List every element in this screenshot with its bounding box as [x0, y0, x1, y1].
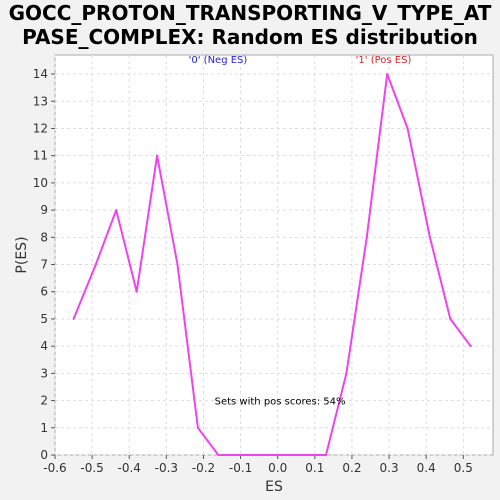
data-point	[237, 454, 240, 456]
data-point	[278, 454, 281, 456]
chart-title-line-1: GOCC_PROTON_TRANSPORTING_V_TYPE_AT	[9, 1, 492, 25]
data-point	[365, 236, 368, 239]
y-tick-label: 8	[40, 230, 48, 244]
y-tick-label: 11	[33, 149, 48, 163]
y-tick-label: 13	[33, 94, 48, 108]
plot-area	[54, 54, 494, 456]
y-tick-label: 5	[40, 312, 48, 326]
data-point	[258, 454, 261, 456]
data-point	[72, 317, 75, 320]
data-point	[298, 454, 301, 456]
annotation-pos: '1' (Pos ES)	[356, 55, 412, 66]
data-point	[176, 263, 179, 266]
y-tick-label: 2	[40, 394, 48, 408]
data-point	[428, 236, 431, 239]
data-point	[345, 372, 348, 375]
x-tick-label: 0.2	[342, 461, 361, 475]
data-point	[386, 73, 389, 76]
x-tick-label: 0.3	[380, 461, 399, 475]
data-point	[115, 209, 118, 212]
y-tick-label: 1	[40, 421, 48, 435]
data-point	[156, 154, 159, 157]
x-tick-label: -0.2	[192, 461, 215, 475]
series-layer	[72, 73, 472, 456]
grid	[54, 55, 493, 456]
annotations: '0' (Neg ES) '1' (Pos ES) Sets with pos sc…	[189, 55, 412, 407]
y-tick-label: 4	[40, 339, 48, 353]
annotation-pos-scores: Sets with pos scores: 54%	[215, 397, 346, 408]
data-point	[449, 317, 452, 320]
data-point	[324, 454, 327, 456]
x-tick-label: -0.3	[155, 461, 178, 475]
x-axis-label: ES	[265, 479, 283, 495]
x-tick-label: -0.4	[118, 461, 141, 475]
x-tick-label: 0.4	[417, 461, 436, 475]
data-point	[135, 290, 138, 293]
x-tick-label: 0.5	[454, 461, 473, 475]
data-point	[217, 454, 220, 456]
data-point	[94, 263, 97, 266]
x-tick-label: 0.1	[305, 461, 324, 475]
x-tick-label: -0.6	[43, 461, 66, 475]
y-axis-label: P(ES)	[14, 236, 30, 273]
chart-title-line-2: PASE_COMPLEX: Random ES distribution	[22, 25, 478, 49]
x-tick-label: 0.0	[268, 461, 287, 475]
y-tick-label: 14	[33, 67, 48, 81]
data-point	[469, 345, 472, 348]
data-point	[196, 426, 199, 429]
y-tick-label: 10	[33, 176, 48, 190]
y-tick-label: 0	[40, 448, 48, 462]
series-line	[72, 73, 472, 456]
y-tick-label: 3	[40, 366, 48, 380]
y-tick-label: 9	[40, 203, 48, 217]
x-tick-label: -0.1	[229, 461, 252, 475]
x-tick-label: -0.5	[80, 461, 103, 475]
y-tick-label: 12	[33, 121, 48, 135]
data-point	[406, 127, 409, 130]
annotation-neg: '0' (Neg ES)	[189, 55, 248, 66]
y-tick-label: 7	[40, 258, 48, 272]
y-tick-label: 6	[40, 285, 48, 299]
